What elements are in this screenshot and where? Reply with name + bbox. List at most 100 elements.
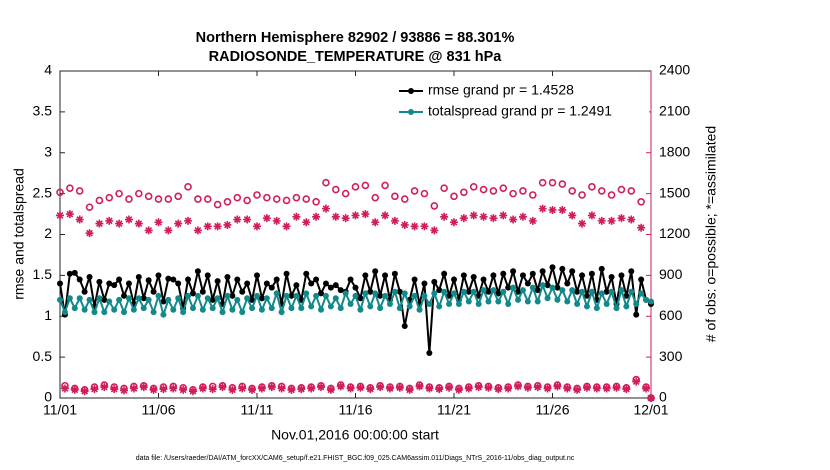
marker (125, 295, 132, 302)
marker (169, 384, 178, 393)
marker (81, 306, 88, 313)
marker (454, 385, 463, 394)
marker (229, 306, 236, 313)
marker (618, 272, 625, 279)
marker (642, 384, 651, 393)
marker (150, 288, 157, 295)
marker (568, 211, 577, 220)
marker (361, 210, 370, 219)
marker (450, 218, 458, 227)
marker (135, 189, 143, 198)
marker (85, 203, 94, 212)
marker (524, 280, 531, 287)
marker (401, 323, 408, 330)
marker (396, 305, 403, 312)
marker (312, 212, 321, 221)
marker (390, 216, 399, 225)
marker (121, 309, 128, 316)
marker (637, 198, 645, 206)
marker (116, 296, 123, 303)
marker (406, 303, 413, 310)
marker (308, 303, 315, 310)
marker (214, 278, 221, 285)
marker (518, 212, 527, 221)
marker (341, 189, 350, 198)
marker (61, 309, 68, 316)
marker (111, 282, 118, 289)
marker (362, 290, 369, 297)
marker (510, 268, 517, 275)
marker (519, 187, 527, 195)
marker (303, 290, 310, 297)
marker (593, 305, 600, 312)
marker (469, 183, 478, 191)
y-tick-label: 4 (44, 62, 52, 78)
marker (174, 219, 183, 228)
marker (233, 193, 242, 202)
marker (549, 264, 556, 271)
marker (341, 214, 350, 223)
marker (155, 272, 162, 279)
marker (223, 220, 232, 229)
marker (125, 195, 133, 203)
marker (480, 276, 487, 283)
marker (154, 195, 163, 203)
marker (509, 215, 518, 224)
marker (238, 384, 247, 393)
x-tick-label: 11/06 (142, 402, 176, 418)
marker (563, 384, 572, 393)
y-tick-label: 3.5 (33, 103, 53, 119)
marker (106, 280, 113, 287)
marker (415, 382, 424, 391)
y-tick-label: 1 (44, 307, 52, 323)
marker (327, 303, 334, 310)
marker (95, 196, 104, 205)
marker (346, 384, 355, 393)
marker (302, 218, 311, 227)
marker (149, 385, 158, 394)
marker (441, 270, 448, 277)
marker (597, 187, 606, 195)
marker (386, 300, 393, 307)
marker (253, 191, 261, 199)
marker (361, 181, 370, 190)
marker (66, 184, 74, 192)
marker (115, 219, 124, 228)
marker (110, 385, 119, 394)
marker (515, 296, 522, 303)
marker (519, 287, 526, 294)
marker (544, 282, 551, 289)
marker (297, 385, 306, 394)
marker (130, 306, 137, 313)
marker (288, 305, 295, 312)
marker (500, 288, 507, 295)
marker (352, 292, 359, 299)
marker (223, 198, 232, 206)
marker (273, 290, 280, 297)
marker (574, 288, 581, 295)
marker (440, 212, 449, 221)
marker (347, 300, 354, 307)
marker (154, 218, 163, 227)
chart-title: Northern Hemisphere 82902 / 93886 = 88.3… (196, 30, 515, 46)
marker (139, 383, 148, 392)
marker (100, 383, 109, 392)
y2-tick-label: 1800 (659, 143, 690, 159)
marker (321, 204, 330, 213)
marker (85, 229, 94, 238)
marker (539, 268, 546, 275)
marker (56, 211, 64, 220)
marker (209, 305, 216, 312)
marker (638, 290, 645, 297)
marker (347, 276, 354, 283)
marker (548, 178, 557, 187)
marker (267, 383, 276, 392)
marker (558, 205, 567, 214)
marker (495, 290, 502, 297)
marker (504, 384, 513, 393)
marker (475, 300, 482, 307)
marker (243, 215, 252, 224)
marker (569, 287, 576, 294)
marker (529, 284, 536, 291)
marker (484, 383, 493, 392)
